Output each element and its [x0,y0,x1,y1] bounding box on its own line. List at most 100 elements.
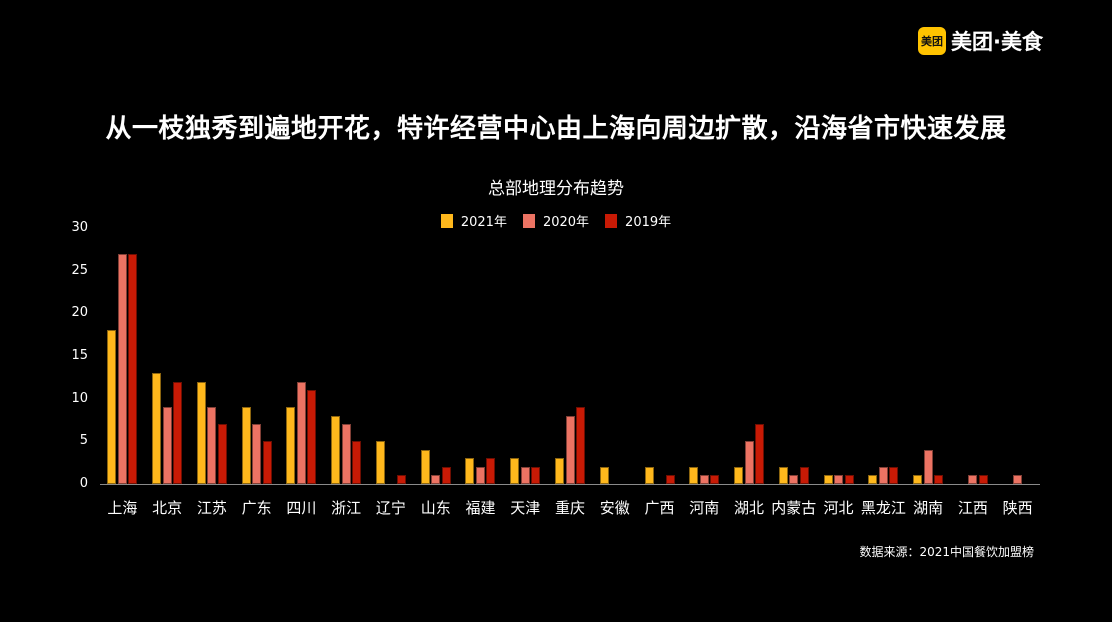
bar-2021年 [734,466,744,484]
x-category-label: 湖北 [734,499,765,517]
chart-legend: 2021年 2020年 2019年 [0,211,1112,230]
x-category-label: 江苏 [196,499,227,517]
bar-2019年 [128,253,138,484]
page-headline: 从一枝独秀到遍地开花，特许经营中心由上海向周边扩散，沿海省市快速发展 [105,114,1007,144]
x-category-label: 内蒙古 [771,499,817,517]
bar-2019年 [844,475,854,484]
x-category-label: 浙江 [331,499,362,517]
y-tick-label: 5 [79,433,88,449]
legend-item-2021: 2021年 [440,211,507,230]
bar-2019年 [441,466,451,484]
x-category-label: 北京 [152,499,183,517]
bar-2020年 [341,424,351,484]
legend-swatch-2020 [522,213,535,228]
bar-2019年 [576,407,585,484]
bar-2021年 [510,458,520,484]
x-category-label: 安徽 [599,499,630,517]
bar-2019年 [307,390,317,484]
x-category-label: 陕西 [1002,499,1033,517]
bar-2021年 [823,475,833,484]
bar-2020年 [923,449,933,484]
x-category-label: 辽宁 [375,499,406,517]
bar-2020年 [744,441,754,484]
brand-logo: 美团 美团·美食 [918,26,1043,56]
bar-2021年 [778,466,788,484]
x-category-label: 四川 [286,499,317,517]
brand-name: 美团·美食 [951,30,1043,54]
y-tick-label: 25 [71,262,88,278]
bar-2021年 [107,330,117,484]
y-tick-label: 20 [71,305,88,321]
bar-2020年 [475,466,485,484]
bar-2021年 [913,475,923,484]
bar-2020年 [699,475,709,484]
x-category-label: 湖南 [913,499,944,517]
x-category-label: 重庆 [554,499,585,517]
bar-2019年 [396,475,406,484]
bar-2021年 [241,407,251,484]
x-category-label: 河南 [689,499,720,517]
bar-2020年 [252,424,262,484]
bar-2021年 [196,381,206,484]
bar-2020年 [207,407,217,484]
bar-2020年 [162,407,172,484]
bar-2021年 [420,449,430,484]
bar-2021年 [286,407,296,484]
bar-2021年 [331,415,341,484]
bar-2019年 [173,381,183,484]
bar-2019年 [665,475,675,484]
x-category-label: 天津 [510,499,541,517]
legend-swatch-2021 [440,213,453,228]
y-tick-label: 30 [71,220,88,235]
bar-2021年 [555,458,564,484]
bar-2020年 [520,466,530,484]
bar-2020年 [296,381,306,484]
bar-2019年 [352,441,362,484]
legend-label-2019: 2019年 [625,215,672,230]
bar-2019年 [755,424,765,484]
x-category-label: 广东 [241,499,272,517]
bar-2019年 [710,475,720,484]
bar-2021年 [644,466,654,484]
legend-item-2020: 2020年 [522,211,590,230]
bar-2021年 [152,373,162,484]
bar-2021年 [599,466,609,484]
bar-2020年 [565,415,575,484]
x-axis-line [100,484,1040,485]
x-category-label: 黑龙江 [860,499,906,517]
chart-title: 总部地理分布趋势 [488,179,624,199]
bar-2019年 [799,466,809,484]
bar-2020年 [834,475,844,484]
bar-2021年 [375,441,385,484]
y-tick-label: 10 [71,390,88,406]
bar-2019年 [889,466,899,484]
legend-item-2019: 2019年 [605,211,671,230]
bar-2021年 [465,458,475,484]
legend-swatch-2019 [605,213,618,228]
meituan-badge-icon: 美团 [918,27,946,55]
legend-label-2021: 2021年 [460,215,507,230]
x-category-label: 江西 [957,499,988,517]
y-tick-label: 0 [79,476,88,491]
bar-2021年 [689,466,699,484]
bar-2019年 [531,466,541,484]
bar-2020年 [1013,475,1023,484]
legend-label-2020: 2020年 [542,215,590,230]
x-category-label: 河北 [823,499,854,517]
bar-2019年 [486,458,496,484]
bar-2020年 [878,466,888,484]
x-category-label: 广西 [644,499,675,517]
bar-2019年 [262,441,272,484]
bar-2020年 [789,475,799,484]
bar-2021年 [868,475,878,484]
x-category-label: 山东 [420,499,451,517]
bar-2020年 [431,475,441,484]
bar-2020年 [117,253,127,484]
source-note: 数据来源：2021中国餐饮加盟榜 [859,545,1034,559]
x-category-label: 上海 [107,499,138,517]
x-category-label: 福建 [465,499,496,517]
bar-2019年 [217,424,227,484]
bar-2019年 [978,475,988,484]
y-tick-label: 15 [71,348,88,363]
